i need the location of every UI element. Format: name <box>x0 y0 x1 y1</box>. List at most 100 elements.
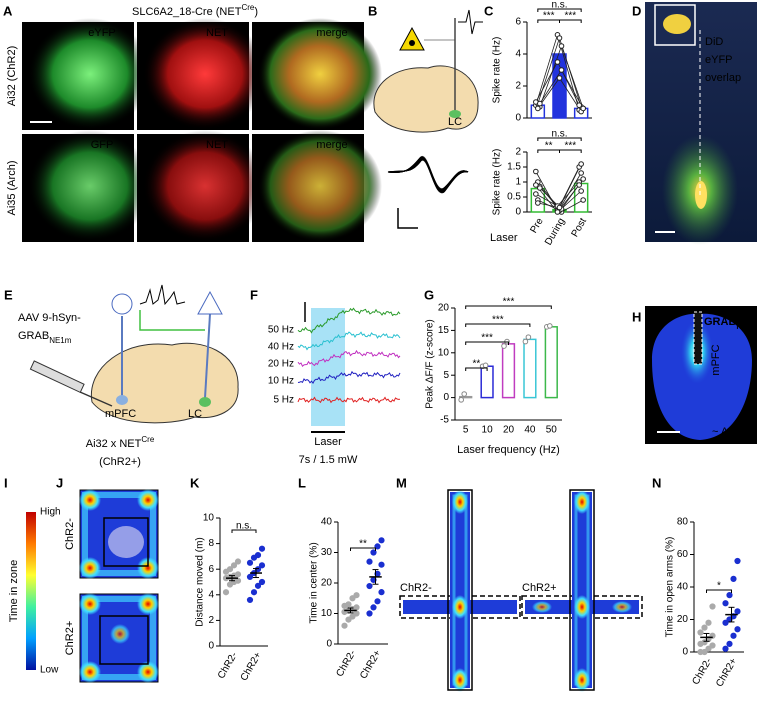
y-tick-label: 10 <box>321 608 333 619</box>
text-part: GRAB <box>18 330 49 342</box>
significance-label: n.s. <box>236 521 252 532</box>
significance-bracket <box>231 529 257 533</box>
data-point <box>554 209 561 215</box>
data-point <box>366 582 373 590</box>
data-point <box>537 100 543 107</box>
tissue <box>258 130 382 242</box>
text-part: ) <box>254 6 258 18</box>
significance-label: *** <box>564 141 576 152</box>
data-point <box>353 592 360 599</box>
data-point <box>458 397 465 403</box>
data-point <box>246 559 254 566</box>
hotspot <box>574 490 590 514</box>
y-tick-label: 0 <box>208 641 214 652</box>
waveform <box>387 156 469 191</box>
colorbar-label: Low <box>40 665 59 676</box>
center-zone <box>99 615 149 665</box>
syringe <box>29 360 85 394</box>
y-tick-label: 0 <box>326 639 332 650</box>
data-point <box>705 645 712 652</box>
trace <box>297 331 401 351</box>
colorbar-label: High <box>40 507 61 518</box>
data-point <box>556 75 563 81</box>
data-point <box>547 323 553 329</box>
hotspot <box>532 601 552 613</box>
significance-bracket <box>465 305 552 309</box>
data-point <box>246 573 254 580</box>
brain <box>373 65 479 133</box>
hotspot <box>452 490 468 514</box>
hotspot <box>137 489 159 511</box>
bar <box>459 395 473 399</box>
significance-label: *** <box>492 315 504 326</box>
y-tick-label: 1.5 <box>507 162 521 173</box>
data-point <box>533 182 539 188</box>
trace-label: 20 Hz <box>268 359 294 370</box>
y-tick-label: 2 <box>515 81 521 92</box>
fiber-tip <box>695 181 707 209</box>
data-point <box>734 608 741 615</box>
panel-letter: K <box>190 475 200 490</box>
closed-arm-box <box>569 489 595 691</box>
data-point <box>349 613 356 620</box>
image-label: merge <box>316 27 347 39</box>
y-tick-label: 20 <box>438 303 450 314</box>
y-tick-label: 0 <box>682 647 688 658</box>
hotspot <box>137 557 159 579</box>
closed-arm-box <box>447 489 473 691</box>
data-point <box>554 59 561 65</box>
x-tick-label: 40 <box>524 425 536 436</box>
center-zone <box>103 517 149 567</box>
mouse-label: Ai32 x NETCre <box>86 435 155 450</box>
data-point <box>374 543 381 550</box>
significance-label: ** <box>473 359 481 370</box>
laser-icon <box>399 26 425 51</box>
group-label: ChR2- <box>400 582 432 594</box>
data-point <box>378 537 385 544</box>
data-point <box>349 595 356 602</box>
data-point <box>353 610 360 617</box>
laser-window <box>311 308 345 426</box>
panel-letter: B <box>368 3 377 18</box>
data-point <box>722 600 729 607</box>
data-point <box>580 176 586 182</box>
data-point <box>556 35 563 41</box>
panel-letter: E <box>4 287 13 302</box>
y-tick-label: 1 <box>515 177 521 188</box>
significance-label: *** <box>543 11 555 22</box>
data-point <box>345 616 352 623</box>
text-part: NE1m <box>736 322 757 331</box>
spike-icon <box>458 9 483 35</box>
panel-letter: M <box>396 475 407 490</box>
x-tick-label: 50 <box>546 425 558 436</box>
scale-bar <box>397 208 418 229</box>
waveform <box>387 156 469 191</box>
inset-signal <box>663 14 691 34</box>
significance-bracket <box>465 367 488 371</box>
y-tick-label: 6 <box>208 564 214 575</box>
data-point <box>522 338 529 345</box>
tissue <box>28 130 152 242</box>
axis-label: Laser <box>490 232 518 244</box>
image-label: eYFP <box>88 27 116 39</box>
data-point <box>370 604 377 611</box>
data-point <box>734 626 741 633</box>
stim-label: 7s / 1.5 mW <box>299 454 358 466</box>
significance-bracket <box>465 323 531 327</box>
data-point <box>525 334 532 340</box>
data-point <box>535 200 541 206</box>
data-point <box>345 601 352 608</box>
significance-bracket <box>350 547 376 551</box>
lc-site <box>449 110 461 118</box>
center-pale <box>108 526 144 558</box>
data-point <box>558 43 565 49</box>
x-tick-label: ChR2+ <box>239 650 264 683</box>
legend-label: DiD <box>705 36 723 48</box>
detector-icon <box>111 293 133 315</box>
x-tick-label: ChR2- <box>216 650 240 681</box>
trace-label: 50 Hz <box>268 325 294 336</box>
region-label: mPFC <box>105 408 136 420</box>
x-tick-label: Pre <box>528 216 546 235</box>
tissue <box>258 18 382 130</box>
significance-bracket <box>465 341 509 345</box>
